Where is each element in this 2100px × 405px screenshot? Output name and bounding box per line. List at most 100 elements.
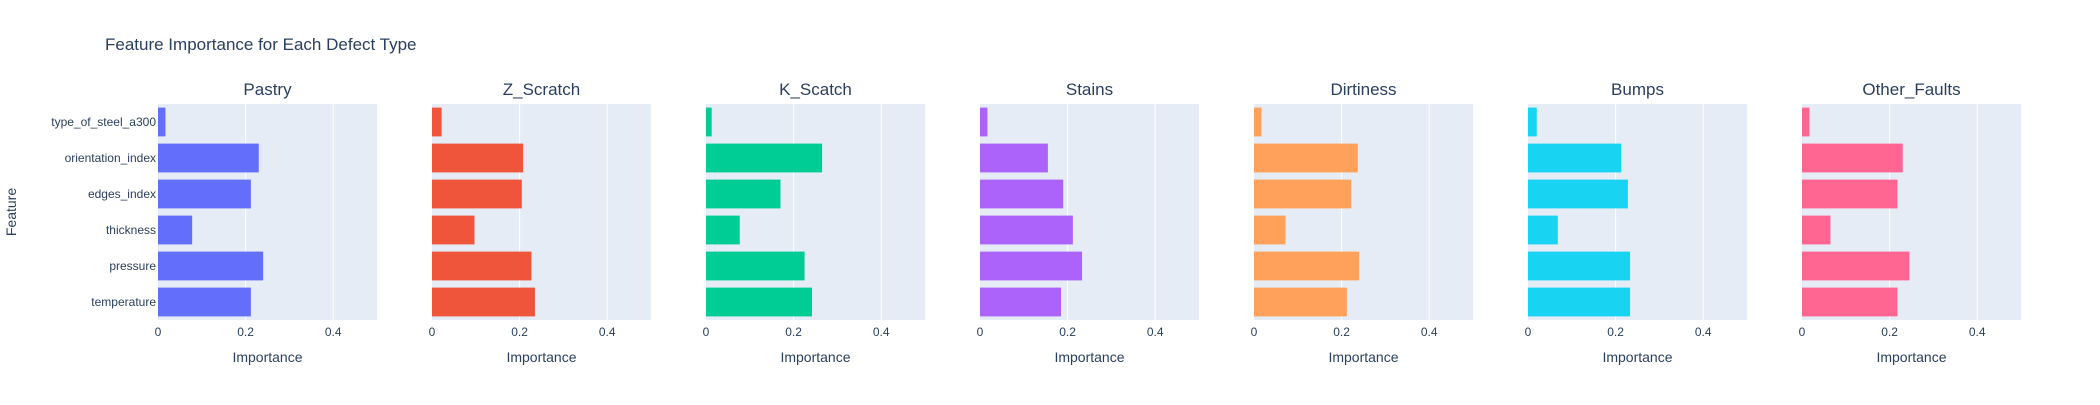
subplot-title: K_Scatch	[779, 80, 852, 99]
bar-bumps-orientation-index	[1528, 143, 1622, 173]
x-tick-label: 0	[1251, 325, 1258, 339]
y-axis-title: Feature	[3, 188, 19, 236]
bar-k-scatch-edges-index	[706, 179, 781, 209]
bar-bumps-pressure	[1528, 251, 1631, 281]
bar-bumps-edges-index	[1528, 179, 1628, 209]
bar-dirtiness-thickness	[1254, 215, 1286, 245]
subplots-group: Pastry 0 0.2 0.4 Importance type_of_steel_a30…	[51, 80, 2021, 365]
chart-title: Feature Importance for Each Defect Type	[105, 35, 417, 54]
plot-background	[706, 104, 925, 320]
bar-z-scratch-orientation-index	[432, 143, 524, 173]
bar-dirtiness-type-of-steel-a300	[1254, 107, 1262, 137]
subplot-title: Stains	[1066, 80, 1113, 99]
plot-background	[1802, 104, 2021, 320]
x-tick-label: 0	[1799, 325, 1806, 339]
y-tick-label: type_of_steel_a300	[51, 115, 156, 129]
bar-pastry-temperature	[158, 287, 251, 317]
bar-bumps-temperature	[1528, 287, 1631, 317]
subplot-title: Other_Faults	[1862, 80, 1960, 99]
x-tick-label: 0.4	[599, 325, 616, 339]
bar-other-faults-pressure	[1802, 251, 1910, 281]
bar-pastry-type-of-steel-a300	[158, 107, 166, 137]
x-tick-label: 0.4	[1969, 325, 1986, 339]
x-tick-label: 0	[429, 325, 436, 339]
bar-z-scratch-pressure	[432, 251, 532, 281]
x-axis-title: Importance	[1328, 349, 1398, 365]
x-tick-label: 0.2	[1333, 325, 1350, 339]
bar-z-scratch-thickness	[432, 215, 475, 245]
x-tick-label: 0.2	[785, 325, 802, 339]
subplot-z-scratch: Z_Scratch 0 0.2 0.4 Importance	[429, 80, 651, 365]
subplot-bumps: Bumps 0 0.2 0.4 Importance	[1525, 80, 1747, 365]
plot-background	[1254, 104, 1473, 320]
bar-stains-temperature	[980, 287, 1062, 317]
bar-k-scatch-thickness	[706, 215, 740, 245]
x-tick-label: 0	[155, 325, 162, 339]
bar-pastry-thickness	[158, 215, 193, 245]
bar-dirtiness-temperature	[1254, 287, 1347, 317]
bar-other-faults-edges-index	[1802, 179, 1898, 209]
x-tick-label: 0	[703, 325, 710, 339]
y-tick-label: thickness	[106, 223, 156, 237]
x-tick-label: 0.4	[1147, 325, 1164, 339]
bar-z-scratch-type-of-steel-a300	[432, 107, 442, 137]
bar-other-faults-type-of-steel-a300	[1802, 107, 1810, 137]
x-axis-title: Importance	[232, 349, 302, 365]
x-axis-title: Importance	[1054, 349, 1124, 365]
bar-dirtiness-orientation-index	[1254, 143, 1358, 173]
bar-k-scatch-orientation-index	[706, 143, 823, 173]
bar-other-faults-temperature	[1802, 287, 1898, 317]
x-tick-label: 0.2	[1881, 325, 1898, 339]
bar-pastry-orientation-index	[158, 143, 259, 173]
subplot-pastry: Pastry 0 0.2 0.4 Importance type_of_steel_a30…	[51, 80, 377, 365]
x-tick-label: 0.4	[325, 325, 342, 339]
x-axis-title: Importance	[506, 349, 576, 365]
bar-z-scratch-edges-index	[432, 179, 522, 209]
x-tick-label: 0.4	[873, 325, 890, 339]
x-axis-title: Importance	[1602, 349, 1672, 365]
subplot-k-scatch: K_Scatch 0 0.2 0.4 Importance	[703, 80, 925, 365]
subplot-stains: Stains 0 0.2 0.4 Importance	[977, 80, 1199, 365]
bar-stains-pressure	[980, 251, 1083, 281]
y-tick-label: pressure	[109, 259, 156, 273]
subplot-other-faults: Other_Faults 0 0.2 0.4 Importance	[1799, 80, 2021, 365]
x-tick-label: 0.4	[1695, 325, 1712, 339]
bar-other-faults-thickness	[1802, 215, 1831, 245]
subplot-title: Z_Scratch	[503, 80, 580, 99]
bar-bumps-type-of-steel-a300	[1528, 107, 1537, 137]
bar-stains-type-of-steel-a300	[980, 107, 988, 137]
bar-pastry-pressure	[158, 251, 264, 281]
bar-k-scatch-pressure	[706, 251, 805, 281]
x-tick-label: 0.2	[511, 325, 528, 339]
plot-background	[1528, 104, 1747, 320]
bar-k-scatch-type-of-steel-a300	[706, 107, 712, 137]
x-tick-label: 0.2	[237, 325, 254, 339]
y-tick-label: orientation_index	[65, 151, 156, 165]
x-tick-label: 0.2	[1059, 325, 1076, 339]
bar-stains-edges-index	[980, 179, 1064, 209]
subplot-title: Pastry	[243, 80, 292, 99]
bar-other-faults-orientation-index	[1802, 143, 1903, 173]
plot-background	[980, 104, 1199, 320]
y-tick-label: edges_index	[88, 187, 156, 201]
x-tick-label: 0.2	[1607, 325, 1624, 339]
subplot-title: Bumps	[1611, 80, 1664, 99]
bar-stains-orientation-index	[980, 143, 1048, 173]
x-axis-title: Importance	[1876, 349, 1946, 365]
x-tick-label: 0.4	[1421, 325, 1438, 339]
bar-z-scratch-temperature	[432, 287, 535, 317]
bar-k-scatch-temperature	[706, 287, 812, 317]
bar-bumps-thickness	[1528, 215, 1558, 245]
x-axis-title: Importance	[780, 349, 850, 365]
bar-dirtiness-pressure	[1254, 251, 1360, 281]
x-tick-label: 0	[1525, 325, 1532, 339]
y-tick-label: temperature	[91, 295, 156, 309]
plot-background	[158, 104, 377, 320]
bar-stains-thickness	[980, 215, 1073, 245]
bar-pastry-edges-index	[158, 179, 251, 209]
plot-background	[432, 104, 651, 320]
x-tick-label: 0	[977, 325, 984, 339]
subplot-dirtiness: Dirtiness 0 0.2 0.4 Importance	[1251, 80, 1473, 365]
